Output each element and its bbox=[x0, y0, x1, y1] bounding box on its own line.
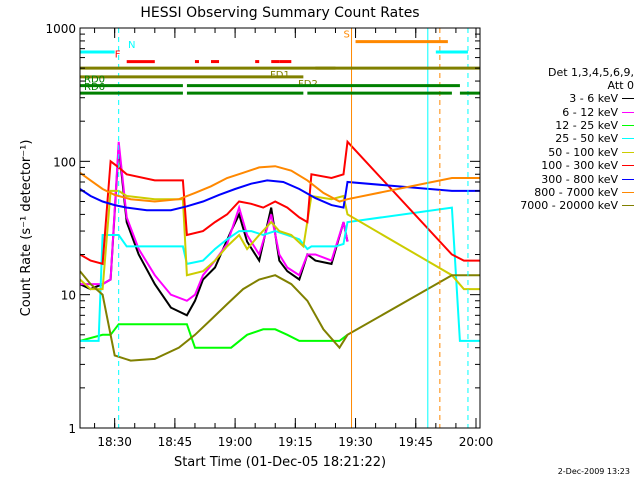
legend-label: 50 - 100 keV bbox=[548, 145, 618, 159]
legend-item: 100 - 300 keV bbox=[482, 159, 634, 172]
legend-rows: 3 - 6 keV 6 - 12 keV 12 - 25 keV 25 - 50 ke… bbox=[482, 92, 634, 213]
state-label-RD6: RD6 bbox=[84, 82, 105, 93]
legend-item: 3 - 6 keV bbox=[482, 92, 634, 105]
markers-layer bbox=[118, 28, 469, 428]
legend-item: 7000 - 20000 keV bbox=[482, 199, 634, 212]
plot-clip-group: NSFFD1FD2RD0RD6 bbox=[80, 28, 480, 428]
x-tick-label-4: 19:30 bbox=[338, 435, 373, 449]
series-line-5 bbox=[80, 139, 480, 266]
legend-header-1: Det 1,3,4,5,6,9, bbox=[547, 66, 634, 79]
series-line-4 bbox=[80, 189, 480, 291]
legend-label: 6 - 12 keV bbox=[562, 105, 618, 119]
legend-swatch bbox=[622, 111, 634, 113]
y-tick-label-2: 100 bbox=[53, 155, 76, 169]
series-line-0 bbox=[80, 145, 349, 317]
legend-label: 7000 - 20000 keV bbox=[520, 199, 618, 213]
legend-swatch bbox=[622, 98, 634, 100]
legend-item: 12 - 25 keV bbox=[482, 119, 634, 132]
legend-swatch bbox=[622, 124, 634, 126]
state-label-S: S bbox=[344, 30, 350, 41]
legend-swatch bbox=[622, 178, 634, 180]
legend-swatch bbox=[622, 138, 634, 140]
legend-item: 25 - 50 keV bbox=[482, 132, 634, 145]
legend-label: 25 - 50 keV bbox=[555, 132, 618, 146]
state-label-N: N bbox=[128, 40, 135, 51]
legend-swatch bbox=[622, 191, 634, 193]
legend-label: 100 - 300 keV bbox=[541, 159, 618, 173]
legend-label: 300 - 800 keV bbox=[541, 172, 618, 186]
chart-title: HESSI Observing Summary Count Rates bbox=[140, 5, 419, 21]
legend-item: 300 - 800 keV bbox=[482, 172, 634, 186]
series-line-2 bbox=[80, 323, 349, 349]
series-line-3 bbox=[80, 206, 480, 342]
state-label-F: F bbox=[115, 50, 121, 61]
x-tick-label-2: 19:00 bbox=[218, 435, 253, 449]
plot-frame bbox=[79, 27, 481, 429]
series-line-6 bbox=[80, 179, 480, 212]
footer-stamp: 2-Dec-2009 13:23 bbox=[557, 467, 630, 476]
legend-label: 800 - 7000 keV bbox=[534, 185, 618, 199]
x-tick-label-0: 18:30 bbox=[97, 435, 132, 449]
y-tick-label-3: 1000 bbox=[45, 22, 76, 36]
legend-item: 6 - 12 keV bbox=[482, 105, 634, 119]
y-tick-label-0: 1 bbox=[68, 422, 76, 436]
series-line-1 bbox=[80, 141, 349, 302]
y-tick-label-1: 10 bbox=[61, 289, 76, 303]
x-tick-label-3: 19:15 bbox=[278, 435, 313, 449]
legend-label: 12 - 25 keV bbox=[555, 118, 618, 132]
legend: Det 1,3,4,5,6,9, Att 0 3 - 6 keV 6 - 12 k… bbox=[482, 66, 634, 213]
x-tick-label-6: 20:00 bbox=[459, 435, 494, 449]
y-axis-label: Count Rate (s⁻¹ detector⁻¹) bbox=[19, 140, 34, 317]
series-line-8 bbox=[80, 270, 480, 362]
legend-swatch bbox=[622, 205, 634, 207]
series-layer bbox=[80, 139, 480, 362]
x-tick-label-1: 18:45 bbox=[158, 435, 193, 449]
x-tick-label-5: 19:45 bbox=[398, 435, 433, 449]
legend-item: 50 - 100 keV bbox=[482, 146, 634, 159]
legend-header-2: Att 0 bbox=[607, 79, 634, 92]
x-axis-label: Start Time (01-Dec-05 18:21:22) bbox=[174, 455, 386, 470]
axis-layer: 18:30 18:45 19:00 19:15 19:30 19:45 20:00 1 10 10… bbox=[45, 22, 493, 449]
legend-label: 3 - 6 keV bbox=[569, 92, 618, 106]
series-line-7 bbox=[80, 165, 480, 203]
legend-swatch bbox=[622, 165, 634, 167]
state-label-RD0: RD0 bbox=[84, 75, 105, 86]
legend-item: 800 - 7000 keV bbox=[482, 186, 634, 199]
legend-swatch bbox=[622, 151, 634, 153]
states-layer: NSFFD1FD2RD0RD6 bbox=[80, 30, 480, 95]
